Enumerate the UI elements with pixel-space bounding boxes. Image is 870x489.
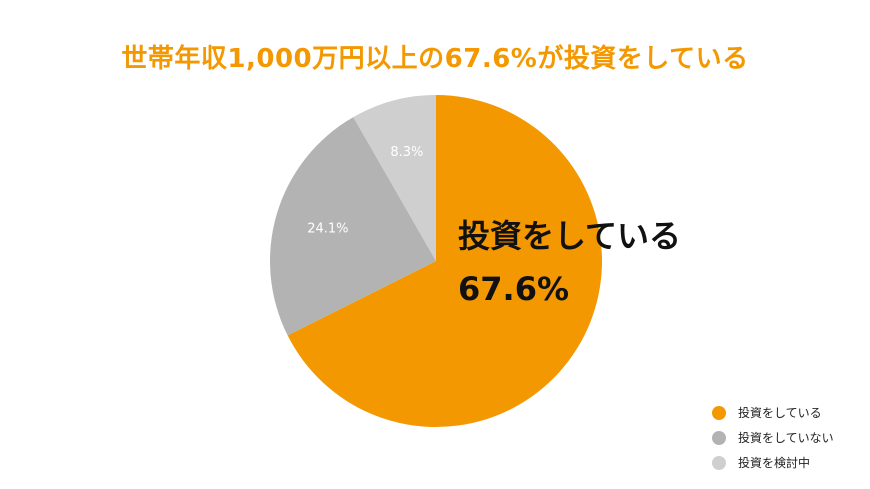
pie-slice-1 xyxy=(287,95,602,427)
pie-slice-label-3: 8.3% xyxy=(390,145,423,160)
legend-label-3: 投資を検討中 xyxy=(738,456,811,470)
legend: 投資をしている 投資をしていない 投資を検討中 xyxy=(712,400,834,475)
pie-slices xyxy=(270,95,602,427)
legend-swatch-1 xyxy=(712,405,726,420)
legend-item-2: 投資をしていない xyxy=(712,425,834,450)
legend-label-1: 投資をしている xyxy=(738,406,822,420)
legend-item-3: 投資を検討中 xyxy=(712,450,834,475)
legend-swatch-3 xyxy=(712,455,726,470)
callout-value: 67.6% xyxy=(458,270,569,308)
legend-swatch-2 xyxy=(712,430,726,445)
pie-slice-3 xyxy=(353,95,436,261)
legend-item-1: 投資をしている xyxy=(712,400,834,425)
chart-title: 世帯年収1,000万円以上の67.6%が投資をしている xyxy=(121,44,749,74)
pie-slice-label-2: 24.1% xyxy=(307,221,348,236)
callout-label: 投資をしている xyxy=(458,217,681,255)
legend-label-2: 投資をしていない xyxy=(738,431,834,445)
pie-slice-2 xyxy=(270,117,436,336)
pie-slice-labels: 24.1% 8.3% xyxy=(307,145,423,237)
